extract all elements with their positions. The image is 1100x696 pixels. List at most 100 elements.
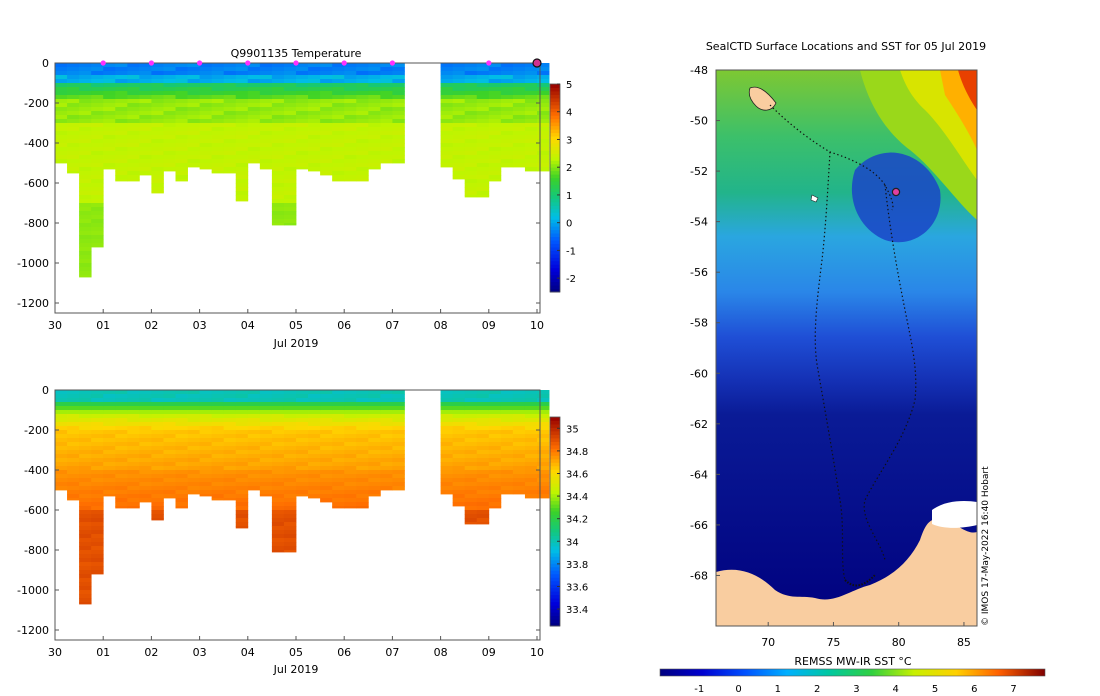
data-cell bbox=[452, 454, 466, 459]
data-cell bbox=[392, 139, 405, 144]
data-cell bbox=[175, 398, 188, 403]
data-cell bbox=[488, 430, 502, 435]
data-cell bbox=[283, 498, 297, 503]
data-cell bbox=[259, 119, 273, 124]
data-cell bbox=[139, 426, 152, 431]
x-tick-label: 05 bbox=[289, 646, 303, 659]
data-cell bbox=[368, 486, 381, 491]
data-cell bbox=[223, 131, 237, 136]
data-cell bbox=[271, 131, 285, 136]
data-cell bbox=[452, 434, 466, 439]
data-cell bbox=[103, 418, 116, 423]
data-cell bbox=[247, 446, 261, 451]
data-cell bbox=[344, 470, 357, 475]
data-cell bbox=[500, 458, 514, 463]
data-cell bbox=[199, 83, 213, 88]
data-cell bbox=[223, 75, 237, 80]
data-cell bbox=[115, 442, 128, 447]
data-cell bbox=[79, 482, 92, 487]
data-cell bbox=[537, 414, 550, 419]
data-cell bbox=[488, 462, 502, 467]
data-cell bbox=[356, 143, 369, 148]
data-cell bbox=[500, 466, 514, 471]
data-cell bbox=[356, 490, 369, 495]
profile-column bbox=[500, 390, 514, 495]
data-cell bbox=[308, 426, 321, 431]
data-cell bbox=[79, 418, 92, 423]
data-cell bbox=[440, 127, 454, 132]
data-cell bbox=[235, 414, 249, 419]
data-cell bbox=[271, 418, 285, 423]
data-cell bbox=[271, 111, 285, 116]
data-cell bbox=[223, 115, 237, 120]
data-cell bbox=[79, 239, 92, 244]
data-cell bbox=[476, 514, 490, 519]
data-cell bbox=[440, 458, 454, 463]
data-cell bbox=[247, 474, 261, 479]
data-cell bbox=[79, 518, 92, 523]
data-cell bbox=[187, 63, 200, 68]
data-cell bbox=[464, 450, 478, 455]
data-cell bbox=[79, 502, 92, 507]
data-cell bbox=[91, 534, 104, 539]
data-cell bbox=[392, 91, 405, 96]
data-cell bbox=[500, 83, 514, 88]
data-cell bbox=[500, 107, 514, 112]
data-cell bbox=[392, 127, 405, 132]
data-cell bbox=[452, 147, 466, 152]
data-cell bbox=[151, 510, 164, 515]
data-cell bbox=[537, 163, 550, 168]
data-cell bbox=[151, 151, 164, 156]
data-cell bbox=[223, 99, 237, 104]
data-cell bbox=[500, 75, 514, 80]
colorbar-segment bbox=[550, 101, 560, 106]
data-cell bbox=[476, 394, 490, 399]
data-cell bbox=[296, 159, 309, 164]
data-cell bbox=[356, 147, 369, 152]
data-cell bbox=[103, 167, 116, 170]
data-cell bbox=[247, 462, 261, 467]
data-cell bbox=[103, 87, 116, 92]
data-cell bbox=[464, 91, 478, 96]
data-cell bbox=[175, 67, 188, 72]
data-cell bbox=[103, 119, 116, 124]
data-cell bbox=[512, 95, 526, 100]
data-cell bbox=[440, 398, 454, 403]
lon-tick-label: 85 bbox=[957, 636, 971, 649]
data-cell bbox=[151, 175, 164, 180]
data-cell bbox=[476, 430, 490, 435]
data-cell bbox=[296, 139, 309, 144]
data-cell bbox=[259, 135, 273, 140]
data-cell bbox=[79, 115, 92, 120]
data-cell bbox=[500, 127, 514, 132]
data-cell bbox=[151, 430, 164, 435]
data-cell bbox=[187, 430, 200, 435]
data-cell bbox=[223, 398, 237, 403]
data-cell bbox=[91, 570, 104, 575]
data-cell bbox=[392, 394, 405, 399]
colorbar-segment bbox=[550, 538, 560, 543]
data-cell bbox=[476, 410, 490, 415]
data-cell bbox=[271, 191, 285, 196]
data-cell bbox=[187, 438, 200, 443]
data-cell bbox=[308, 99, 321, 104]
data-cell bbox=[199, 159, 213, 164]
data-cell bbox=[163, 438, 176, 443]
data-cell bbox=[344, 434, 357, 439]
data-cell bbox=[500, 115, 514, 120]
data-cell bbox=[91, 538, 104, 543]
data-cell bbox=[476, 91, 490, 96]
data-cell bbox=[211, 163, 225, 168]
data-cell bbox=[524, 87, 538, 92]
x-tick-label: 01 bbox=[96, 319, 110, 332]
data-cell bbox=[247, 123, 261, 128]
data-cell bbox=[283, 187, 297, 192]
data-cell bbox=[332, 454, 345, 459]
lat-tick-label: -64 bbox=[690, 468, 708, 481]
data-cell bbox=[67, 159, 80, 164]
data-cell bbox=[139, 127, 152, 132]
data-cell bbox=[452, 171, 466, 176]
data-cell bbox=[55, 135, 68, 140]
data-cell bbox=[79, 91, 92, 96]
